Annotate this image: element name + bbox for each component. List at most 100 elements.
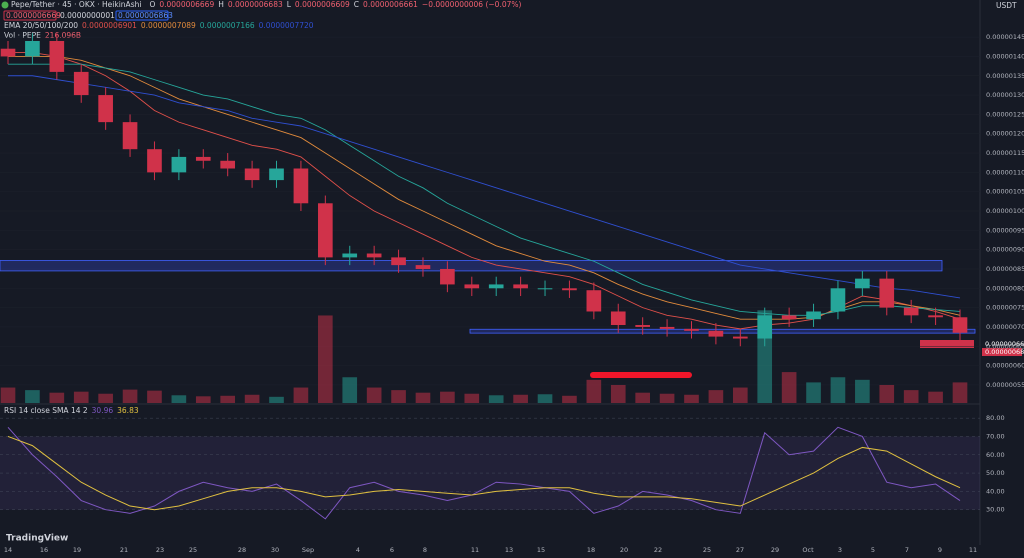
y-tick-label: 0.0000009000 bbox=[986, 246, 1024, 254]
rsi-tick-label: 60.00 bbox=[986, 451, 1005, 459]
header-item: 0.0000006669 bbox=[159, 0, 214, 9]
volume-bar bbox=[98, 393, 113, 403]
candle-body bbox=[806, 311, 821, 320]
volume-bar bbox=[293, 387, 309, 403]
candle-body bbox=[391, 257, 406, 266]
candle-body bbox=[488, 284, 504, 289]
volume-bar bbox=[562, 395, 577, 403]
price-box-text: 0.0000000001 bbox=[60, 11, 115, 20]
volume-bar bbox=[610, 384, 626, 403]
rsi-tick-label: 80.00 bbox=[986, 414, 1005, 422]
x-tick-label: 4 bbox=[356, 546, 360, 554]
volume-bar bbox=[830, 377, 846, 403]
y-tick-label: 0.0000011500 bbox=[986, 149, 1024, 157]
x-tick-label: 21 bbox=[120, 546, 128, 554]
symbol-icon bbox=[1, 1, 9, 9]
rsi-tick-label: 70.00 bbox=[986, 432, 1005, 440]
candle-body bbox=[537, 288, 553, 290]
price-box-text: 0.0000006863 bbox=[118, 11, 173, 20]
candle-body bbox=[171, 156, 187, 173]
volume-bar bbox=[488, 395, 504, 403]
candle-body bbox=[220, 160, 236, 169]
header-item: L bbox=[287, 0, 292, 9]
y-tick-label: 0.0000007000 bbox=[986, 323, 1024, 331]
x-tick-label: 28 bbox=[238, 546, 246, 554]
y-tick-label: 0.0000008000 bbox=[986, 284, 1024, 292]
header-item: 0.0000006683 bbox=[228, 0, 283, 9]
volume-bar bbox=[513, 394, 528, 403]
y-tick-label: 0.0000009500 bbox=[986, 226, 1024, 234]
volume-bar bbox=[122, 389, 138, 403]
x-tick-label: 22 bbox=[654, 546, 662, 554]
symbol: Pepe/Tether · 45 · OKX · HeikinAshi bbox=[11, 0, 141, 9]
volume-bar bbox=[391, 390, 406, 403]
volume-bar bbox=[537, 394, 553, 403]
candle-body bbox=[513, 284, 528, 289]
zone bbox=[0, 260, 943, 272]
x-tick-label: 3 bbox=[838, 546, 842, 554]
header-item: RSI 14 close SMA 14 2 bbox=[4, 406, 88, 415]
x-tick-label: 18 bbox=[587, 546, 595, 554]
candle-body bbox=[708, 330, 724, 337]
candle-body bbox=[366, 253, 382, 258]
y-tick-label: 0.0000010500 bbox=[986, 188, 1024, 196]
volume-bar bbox=[684, 394, 699, 403]
volume-bar bbox=[464, 393, 480, 403]
candle-body bbox=[49, 40, 65, 72]
volume-bar bbox=[73, 391, 89, 403]
candle-body bbox=[635, 325, 650, 327]
candle-body bbox=[562, 288, 577, 291]
candle-body bbox=[586, 290, 602, 312]
volume-bar bbox=[635, 392, 650, 403]
volume-bar bbox=[903, 390, 919, 403]
candle-body bbox=[830, 288, 846, 312]
y-tick-label: 0.0000012500 bbox=[986, 110, 1024, 118]
volume-bar bbox=[806, 382, 821, 403]
volume-bar bbox=[244, 394, 260, 403]
y-tick-label: 0.0000010000 bbox=[986, 207, 1024, 215]
ema-line bbox=[8, 55, 961, 320]
header-item: 30.96 bbox=[92, 406, 114, 415]
volume-bar bbox=[0, 387, 16, 403]
candle-body bbox=[25, 40, 40, 57]
y-tick-label: 0.0000012000 bbox=[986, 130, 1024, 138]
x-tick-label: 15 bbox=[537, 546, 545, 554]
candle-body bbox=[415, 265, 431, 269]
x-tick-label: 27 bbox=[736, 546, 744, 554]
candle-body bbox=[318, 203, 333, 258]
volume-bar bbox=[269, 396, 284, 403]
volume-bar bbox=[147, 390, 162, 403]
y-tick-label: 0.0000013000 bbox=[986, 91, 1024, 99]
y-tick-label: 0.0000006500 bbox=[986, 342, 1024, 350]
header-item: Vol · PEPE bbox=[4, 31, 41, 40]
volume-bar bbox=[171, 395, 187, 403]
header-item: 0.0000007166 bbox=[200, 21, 255, 30]
rsi-band bbox=[0, 436, 980, 510]
y-tick-label: 0.0000014000 bbox=[986, 52, 1024, 60]
header-item: 216.096B bbox=[45, 31, 81, 40]
rsi-line bbox=[7, 426, 961, 520]
volume-bar bbox=[879, 384, 895, 403]
candle-body bbox=[781, 315, 797, 320]
volume-bar bbox=[732, 387, 748, 403]
volume-bar bbox=[366, 387, 382, 403]
axis-price-label: 0.0000006661 bbox=[985, 340, 1024, 348]
volume-bar bbox=[659, 393, 675, 403]
candle-body bbox=[659, 326, 675, 329]
candle-body bbox=[0, 48, 16, 57]
candle-body bbox=[147, 149, 162, 173]
header-item: 0.0000007720 bbox=[259, 21, 314, 30]
logo: TradingView bbox=[6, 534, 68, 544]
header-item: 0.0000006609 bbox=[295, 0, 350, 9]
drawing-marker bbox=[590, 372, 692, 378]
x-tick-label: 11 bbox=[471, 546, 479, 554]
ema-line bbox=[8, 52, 961, 330]
volume-bar bbox=[928, 391, 943, 403]
candle-body bbox=[122, 122, 138, 150]
candle-body bbox=[757, 315, 773, 339]
ema-line bbox=[8, 75, 961, 299]
y-tick-label: 0.0000006000 bbox=[986, 362, 1024, 370]
x-tick-label: 16 bbox=[40, 546, 48, 554]
candle-body bbox=[98, 95, 113, 123]
